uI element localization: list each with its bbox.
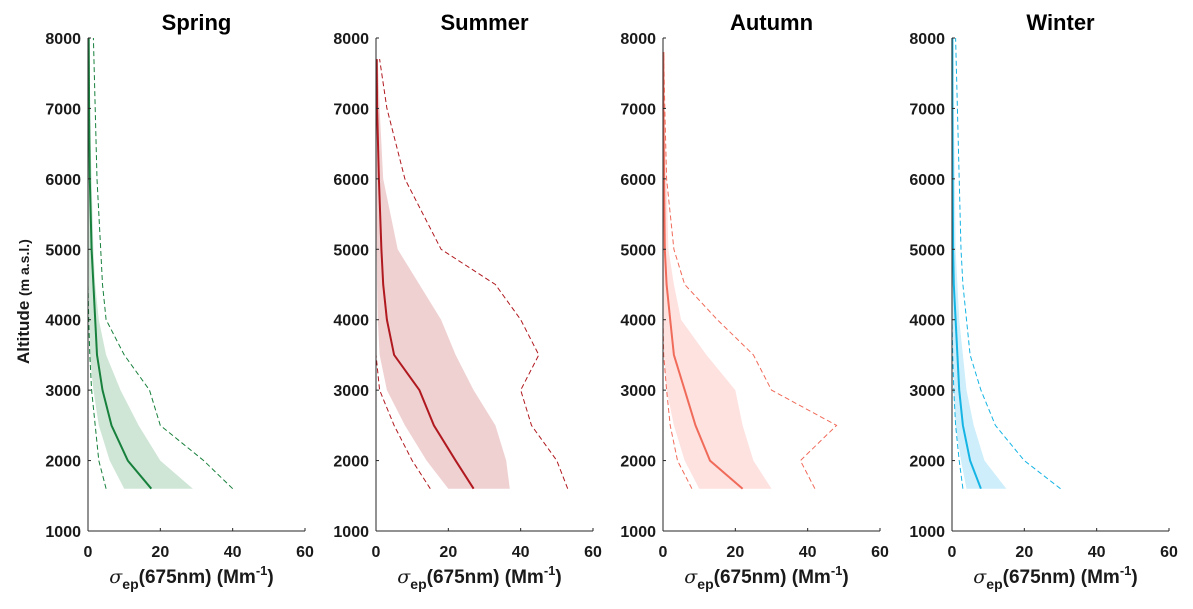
panel-title: Winter — [1026, 10, 1095, 35]
x-tick-label: 0 — [84, 544, 93, 561]
panel-autumn: 1000 2000 3000 4000 5000 6000 7000 8000 0 20 40 60 A… — [620, 10, 889, 592]
y-tick-label: 2000 — [909, 454, 945, 471]
y-tick-label: 2000 — [333, 454, 369, 471]
x-axis-label-superscript: -1 — [544, 563, 556, 578]
y-tick-label: 8000 — [333, 31, 369, 48]
x-axis-label-superscript: -1 — [831, 563, 843, 578]
median-line — [375, 59, 475, 490]
y-tick-label: 7000 — [620, 101, 656, 118]
panel-summer: 1000 2000 3000 4000 5000 6000 7000 8000 0 20 40 60 S… — [333, 10, 602, 592]
x-tick-label: 0 — [659, 544, 668, 561]
x-tick-label: 40 — [799, 544, 817, 561]
panel-title: Summer — [440, 10, 528, 35]
y-tick-label: 8000 — [45, 31, 81, 48]
y-tick-label: 1000 — [333, 524, 369, 541]
panel-winter: 1000 2000 3000 4000 5000 6000 7000 8000 0 20 40 60 W… — [909, 10, 1178, 592]
band-area — [376, 59, 510, 489]
y-tick-label: 5000 — [909, 242, 945, 259]
x-axis-label-text: (675nm) (Mm — [1003, 567, 1120, 588]
median-line — [662, 52, 744, 490]
x-axis-label-close: ) — [267, 567, 273, 588]
percentile-line-high — [663, 52, 838, 489]
y-tick-label: 8000 — [909, 31, 945, 48]
y-tick-label: 3000 — [909, 383, 945, 400]
x-tick-label: 60 — [871, 544, 889, 561]
band-area — [663, 52, 772, 489]
x-axis-label-sigma: σ — [109, 566, 123, 588]
x-axis-label-sigma: σ — [684, 566, 698, 588]
x-axis-label-text: (675nm) (Mm — [427, 567, 544, 588]
panel-spring: 1000 2000 3000 4000 5000 6000 7000 8000 0 20 40 60 S… — [45, 10, 314, 592]
x-tick-label: 0 — [372, 544, 381, 561]
y-tick-label: 7000 — [333, 101, 369, 118]
x-axis-label-subscript: ep — [122, 576, 138, 592]
y-tick-label: 4000 — [620, 313, 656, 330]
panel-title: Spring — [162, 10, 232, 35]
y-tick-label: 2000 — [620, 454, 656, 471]
y-tick-label: 1000 — [45, 524, 81, 541]
y-tick-label: 3000 — [333, 383, 369, 400]
x-axis-label-text: (675nm) (Mm — [139, 567, 256, 588]
percentile-line-high — [92, 37, 234, 490]
x-axis-label: σep(675nm) (Mm-1) — [973, 563, 1137, 592]
y-tick-label: 3000 — [620, 383, 656, 400]
y-axis-label-main: Altitude — [14, 296, 33, 364]
y-tick-label: 5000 — [620, 242, 656, 259]
band-area — [952, 38, 1007, 489]
median-line — [87, 37, 153, 490]
y-tick-label: 5000 — [45, 242, 81, 259]
percentile-line-high — [379, 59, 569, 489]
x-axis-label-text: (675nm) (Mm — [714, 567, 831, 588]
y-tick-label: 1000 — [909, 524, 945, 541]
x-tick-label: 40 — [1088, 544, 1106, 561]
y-tick-label: 7000 — [909, 101, 945, 118]
median-line — [951, 38, 982, 490]
y-tick-label: 3000 — [45, 383, 81, 400]
x-tick-label: 40 — [512, 544, 530, 561]
x-axis-label-subscript: ep — [697, 576, 713, 592]
x-tick-label: 0 — [948, 544, 957, 561]
x-tick-label: 20 — [1015, 544, 1033, 561]
y-tick-label: 6000 — [45, 172, 81, 189]
panel-title: Autumn — [730, 10, 813, 35]
x-axis-label-sigma: σ — [973, 566, 987, 588]
band-area — [88, 38, 193, 489]
x-axis-label: σep(675nm) (Mm-1) — [397, 563, 561, 592]
y-tick-label: 4000 — [909, 313, 945, 330]
x-axis-label: σep(675nm) (Mm-1) — [684, 563, 848, 592]
x-axis-label-close: ) — [1131, 567, 1137, 588]
y-tick-label: 5000 — [333, 242, 369, 259]
x-tick-label: 20 — [151, 544, 169, 561]
x-tick-label: 40 — [224, 544, 242, 561]
y-tick-label: 4000 — [333, 313, 369, 330]
x-axis-label-sigma: σ — [397, 566, 411, 588]
x-axis-label-superscript: -1 — [1120, 563, 1132, 578]
y-tick-label: 6000 — [909, 172, 945, 189]
y-axis-label: Altitude (m a.s.l.) — [14, 239, 33, 364]
x-axis-label-close: ) — [555, 567, 561, 588]
y-tick-label: 7000 — [45, 101, 81, 118]
x-tick-label: 60 — [584, 544, 602, 561]
y-tick-label: 8000 — [620, 31, 656, 48]
percentile-line-high — [955, 37, 1061, 490]
x-axis-label-close: ) — [842, 567, 848, 588]
x-axis-label-subscript: ep — [986, 576, 1002, 592]
y-tick-label: 6000 — [333, 172, 369, 189]
x-tick-label: 20 — [726, 544, 744, 561]
x-tick-label: 60 — [1160, 544, 1178, 561]
x-tick-label: 60 — [296, 544, 314, 561]
x-axis-label: σep(675nm) (Mm-1) — [109, 563, 273, 592]
x-axis-label-subscript: ep — [410, 576, 426, 592]
x-tick-label: 20 — [439, 544, 457, 561]
y-tick-label: 1000 — [620, 524, 656, 541]
y-tick-label: 2000 — [45, 454, 81, 471]
x-axis-label-superscript: -1 — [256, 563, 268, 578]
y-tick-label: 6000 — [620, 172, 656, 189]
y-axis-label-unit: (m a.s.l.) — [16, 239, 32, 296]
y-tick-label: 4000 — [45, 313, 81, 330]
